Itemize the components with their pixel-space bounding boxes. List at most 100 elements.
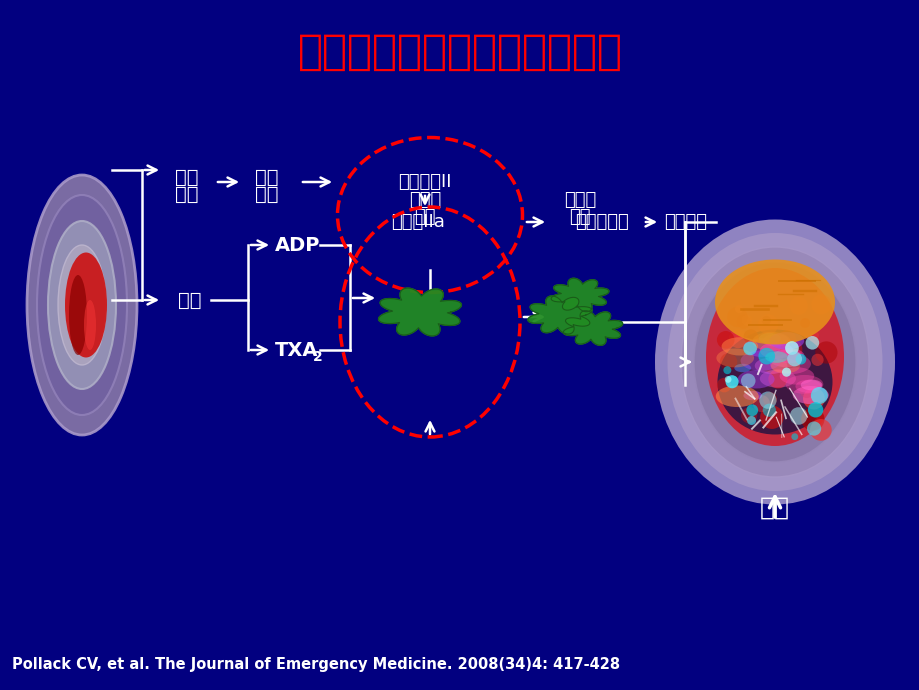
Circle shape	[810, 387, 827, 404]
Circle shape	[805, 336, 818, 350]
Ellipse shape	[27, 175, 137, 435]
Ellipse shape	[743, 391, 761, 400]
Circle shape	[716, 331, 733, 348]
Circle shape	[740, 373, 754, 388]
Circle shape	[807, 402, 823, 417]
Circle shape	[802, 388, 824, 409]
Circle shape	[800, 385, 812, 398]
Circle shape	[809, 419, 831, 441]
Circle shape	[787, 351, 801, 366]
Circle shape	[780, 339, 801, 360]
Circle shape	[781, 368, 790, 377]
Ellipse shape	[795, 380, 821, 393]
Ellipse shape	[769, 354, 810, 374]
Text: 凝血酶原II: 凝血酶原II	[398, 173, 451, 191]
Text: 纤维蛋白原: 纤维蛋白原	[574, 213, 628, 231]
Circle shape	[722, 366, 731, 374]
Text: 组织: 组织	[175, 168, 199, 186]
Ellipse shape	[667, 233, 881, 491]
Text: Pollack CV, et al. The Journal of Emergency Medicine. 2008(34)4: 417-428: Pollack CV, et al. The Journal of Emerge…	[12, 657, 619, 672]
Circle shape	[716, 378, 731, 393]
Polygon shape	[550, 278, 608, 312]
Ellipse shape	[752, 332, 789, 351]
Ellipse shape	[759, 370, 795, 388]
Text: 胶原: 胶原	[177, 290, 201, 310]
Circle shape	[777, 331, 795, 348]
Circle shape	[800, 318, 809, 328]
Ellipse shape	[58, 245, 106, 365]
Circle shape	[762, 404, 775, 417]
Text: 纤维蛋白: 纤维蛋白	[664, 213, 706, 231]
Circle shape	[810, 331, 818, 339]
Text: TXA: TXA	[275, 340, 318, 359]
Circle shape	[762, 392, 777, 406]
Circle shape	[757, 315, 777, 335]
Ellipse shape	[714, 259, 834, 344]
Ellipse shape	[762, 334, 788, 346]
Circle shape	[743, 329, 757, 344]
Circle shape	[741, 407, 756, 423]
Text: 凝血酶IIa: 凝血酶IIa	[391, 213, 445, 231]
Text: 瀑布: 瀑布	[255, 184, 278, 204]
Circle shape	[746, 416, 755, 425]
Text: 聚集: 聚集	[569, 208, 590, 226]
Ellipse shape	[715, 386, 758, 407]
Circle shape	[811, 354, 823, 366]
Ellipse shape	[743, 338, 779, 357]
Circle shape	[759, 406, 783, 429]
Ellipse shape	[758, 333, 780, 344]
Ellipse shape	[785, 375, 823, 394]
Text: 血栓: 血栓	[759, 496, 789, 520]
Ellipse shape	[778, 367, 813, 384]
Ellipse shape	[84, 300, 96, 350]
Circle shape	[761, 316, 770, 325]
Text: 因子: 因子	[175, 184, 199, 204]
Ellipse shape	[717, 330, 832, 435]
Circle shape	[790, 433, 798, 440]
Circle shape	[743, 342, 756, 355]
Ellipse shape	[720, 337, 757, 355]
Circle shape	[725, 375, 738, 388]
Circle shape	[789, 407, 807, 425]
Ellipse shape	[774, 348, 803, 363]
Ellipse shape	[800, 380, 822, 391]
Ellipse shape	[705, 268, 843, 446]
Ellipse shape	[37, 195, 127, 415]
Polygon shape	[562, 310, 622, 345]
Ellipse shape	[768, 332, 803, 350]
Ellipse shape	[770, 359, 800, 373]
Ellipse shape	[48, 221, 116, 389]
Circle shape	[735, 315, 750, 328]
Circle shape	[784, 341, 798, 355]
Ellipse shape	[733, 364, 750, 372]
Text: 内皮损伤诱发血栓形成示意图: 内皮损伤诱发血栓形成示意图	[297, 31, 622, 73]
Circle shape	[814, 342, 836, 364]
Circle shape	[767, 369, 787, 388]
Ellipse shape	[765, 351, 788, 363]
Circle shape	[734, 305, 743, 313]
Circle shape	[734, 331, 743, 339]
Circle shape	[719, 353, 736, 371]
Circle shape	[726, 307, 747, 327]
Circle shape	[800, 408, 823, 431]
Text: 血小板: 血小板	[563, 191, 596, 209]
Ellipse shape	[768, 350, 803, 367]
Circle shape	[757, 348, 774, 364]
Ellipse shape	[65, 253, 107, 357]
Circle shape	[811, 295, 831, 315]
Text: 血小板: 血小板	[408, 191, 440, 209]
Ellipse shape	[654, 219, 894, 504]
Text: 2: 2	[312, 350, 323, 364]
Ellipse shape	[740, 351, 780, 371]
Circle shape	[806, 422, 821, 435]
Circle shape	[795, 354, 805, 364]
Ellipse shape	[716, 348, 754, 367]
Ellipse shape	[759, 342, 792, 359]
Text: 凝血: 凝血	[255, 168, 278, 186]
Ellipse shape	[680, 247, 868, 477]
Ellipse shape	[69, 275, 87, 355]
Circle shape	[741, 315, 752, 326]
Polygon shape	[528, 296, 592, 334]
Ellipse shape	[737, 370, 774, 388]
Ellipse shape	[754, 357, 787, 374]
